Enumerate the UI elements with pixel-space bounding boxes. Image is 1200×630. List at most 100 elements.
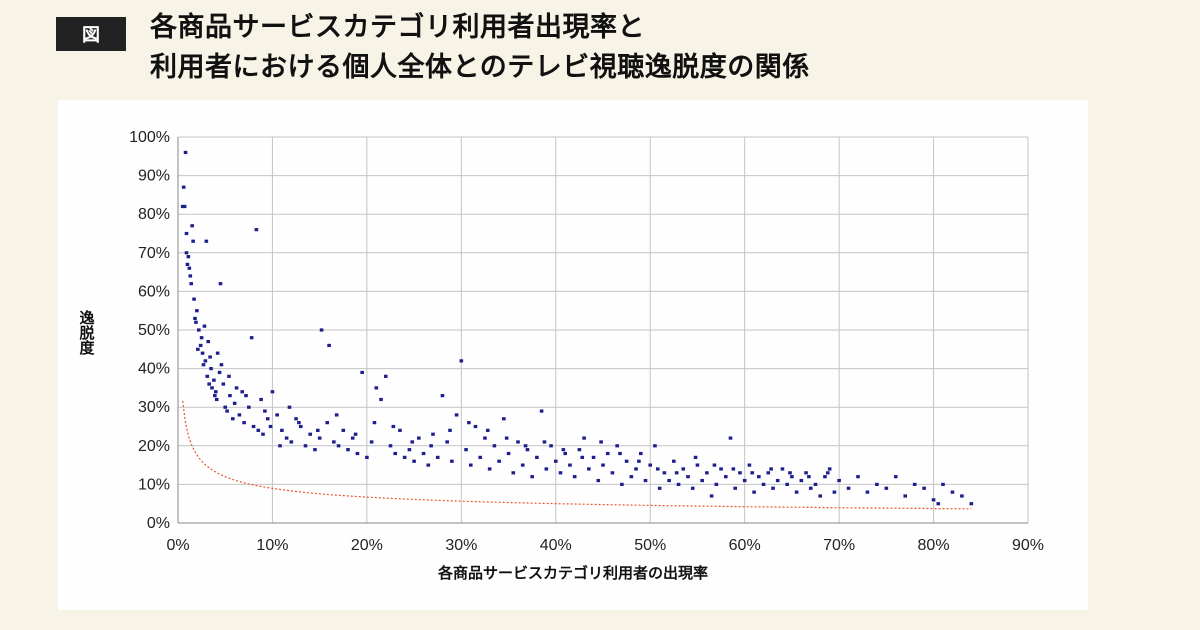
data-point bbox=[256, 428, 261, 432]
data-point bbox=[846, 486, 851, 490]
data-point bbox=[426, 463, 431, 467]
data-point bbox=[398, 428, 402, 432]
data-point bbox=[355, 451, 360, 456]
data-point bbox=[431, 432, 435, 436]
data-point bbox=[478, 455, 483, 459]
data-point bbox=[468, 463, 473, 467]
data-point bbox=[353, 432, 358, 436]
data-point bbox=[492, 444, 497, 448]
data-point bbox=[865, 490, 870, 494]
data-point bbox=[334, 413, 339, 417]
data-point bbox=[213, 394, 217, 398]
data-point bbox=[808, 486, 813, 490]
data-point bbox=[752, 490, 756, 494]
data-point bbox=[294, 417, 298, 421]
data-point bbox=[194, 320, 198, 324]
data-point bbox=[247, 405, 251, 409]
data-point bbox=[393, 451, 398, 456]
data-point bbox=[827, 467, 832, 471]
data-point bbox=[203, 359, 208, 363]
data-point bbox=[950, 490, 955, 494]
data-point bbox=[202, 324, 207, 328]
data-point bbox=[712, 463, 717, 467]
data-point bbox=[719, 467, 723, 471]
data-point bbox=[655, 467, 660, 471]
data-point bbox=[657, 486, 662, 490]
data-point bbox=[219, 363, 224, 367]
title-line-1: 各商品サービスカテゴリ利用者出現率と bbox=[150, 12, 645, 43]
chart-panel: 0% 10% 20% 30% 40% 50% 60% 70% 80% 90% 100% 0% 10% 2… bbox=[58, 100, 1088, 610]
data-point bbox=[278, 444, 282, 448]
data-point bbox=[775, 478, 780, 483]
data-point bbox=[336, 444, 341, 448]
data-point bbox=[289, 440, 294, 444]
data-point bbox=[591, 455, 596, 459]
data-point bbox=[605, 451, 610, 456]
data-point bbox=[198, 343, 203, 348]
data-point bbox=[186, 255, 191, 259]
data-point bbox=[242, 421, 246, 425]
data-point bbox=[213, 390, 218, 394]
data-point bbox=[653, 444, 657, 448]
data-point bbox=[287, 405, 292, 409]
x-tick-label: 40% bbox=[540, 537, 572, 554]
data-point bbox=[738, 471, 742, 475]
data-point bbox=[766, 471, 771, 475]
data-point bbox=[516, 440, 520, 444]
data-point bbox=[483, 436, 487, 440]
data-point bbox=[464, 448, 468, 452]
data-point bbox=[379, 397, 383, 402]
data-point bbox=[181, 185, 186, 189]
data-point bbox=[199, 336, 204, 340]
x-tick-label: 30% bbox=[445, 537, 477, 554]
data-point bbox=[637, 459, 641, 463]
data-point bbox=[856, 475, 860, 479]
y-tick-label: 40% bbox=[138, 361, 170, 378]
data-point bbox=[750, 471, 755, 475]
data-point bbox=[192, 297, 196, 301]
data-point bbox=[369, 440, 374, 444]
data-point bbox=[185, 262, 190, 266]
data-point bbox=[261, 432, 265, 436]
data-point bbox=[563, 451, 568, 456]
data-point bbox=[280, 428, 284, 432]
data-point bbox=[374, 386, 379, 390]
data-point bbox=[200, 351, 205, 355]
data-point bbox=[693, 455, 698, 459]
data-point bbox=[502, 417, 506, 421]
data-point bbox=[227, 374, 231, 378]
data-point bbox=[893, 475, 898, 479]
data-point bbox=[254, 228, 259, 232]
data-point bbox=[450, 459, 454, 463]
data-point bbox=[544, 467, 549, 471]
data-point bbox=[761, 482, 766, 486]
data-point bbox=[485, 428, 490, 432]
data-point bbox=[875, 482, 879, 486]
data-point bbox=[520, 463, 525, 467]
data-point bbox=[251, 424, 256, 429]
data-point bbox=[747, 463, 752, 467]
data-point bbox=[771, 486, 775, 490]
data-point bbox=[823, 475, 827, 479]
data-point bbox=[807, 475, 811, 479]
y-tick-label: 0% bbox=[147, 515, 170, 532]
data-point bbox=[620, 482, 624, 486]
data-point bbox=[695, 463, 700, 467]
data-point bbox=[832, 490, 837, 494]
data-point bbox=[936, 502, 941, 506]
data-point bbox=[228, 394, 232, 398]
data-point bbox=[596, 478, 601, 483]
data-point bbox=[388, 444, 393, 448]
data-point bbox=[225, 409, 229, 413]
data-point bbox=[903, 494, 908, 498]
data-point bbox=[184, 251, 189, 255]
data-point bbox=[674, 471, 679, 475]
data-point bbox=[303, 444, 308, 448]
data-point bbox=[315, 428, 320, 432]
data-point bbox=[412, 459, 416, 463]
data-point bbox=[259, 397, 263, 402]
data-point bbox=[705, 471, 709, 475]
data-point bbox=[190, 224, 194, 228]
data-point bbox=[728, 436, 733, 440]
data-point bbox=[539, 409, 544, 413]
